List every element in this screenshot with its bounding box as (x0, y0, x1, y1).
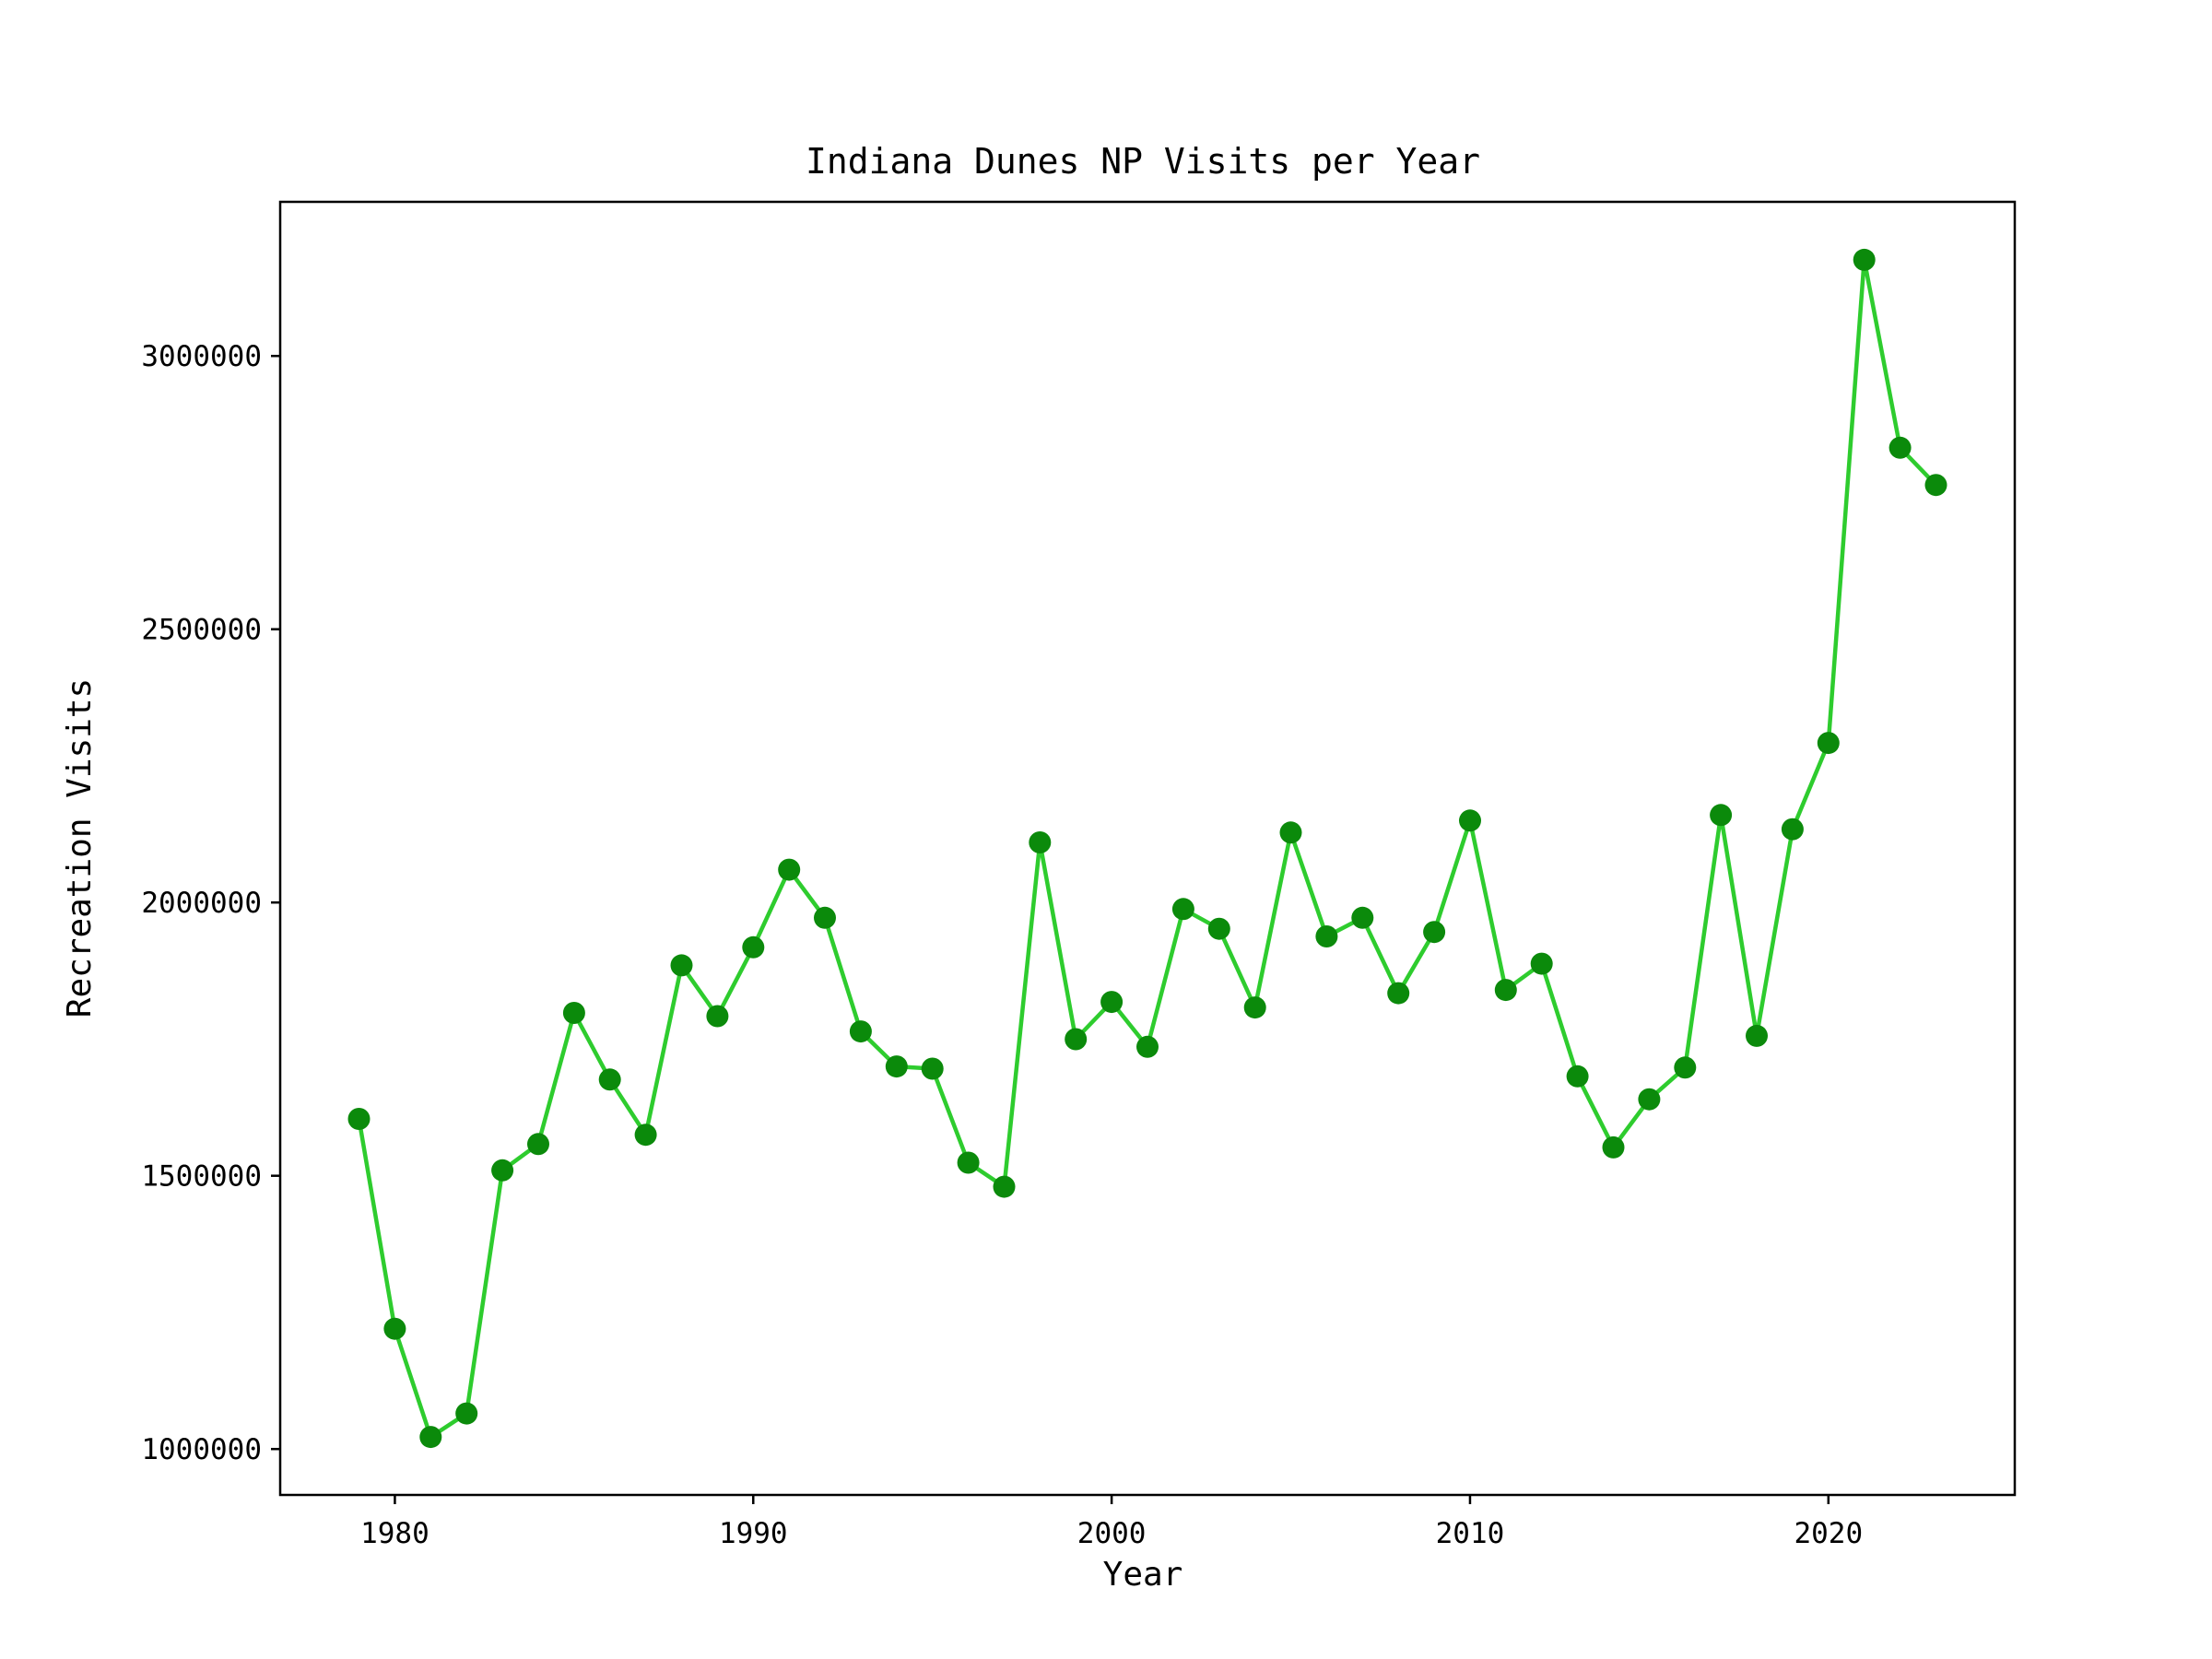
data-point-2022 (1888, 436, 1912, 459)
data-point-1988 (670, 954, 693, 977)
data-point-2005 (1279, 821, 1302, 844)
data-point-2015 (1638, 1088, 1661, 1111)
x-axis-label: Year (1103, 1556, 1183, 1594)
data-point-2016 (1674, 1056, 1697, 1079)
data-point-1996 (957, 1151, 980, 1174)
data-point-1994 (885, 1055, 908, 1078)
data-point-1992 (814, 906, 836, 929)
data-point-2002 (1171, 898, 1194, 921)
data-point-2004 (1243, 996, 1266, 1019)
data-point-1979 (347, 1108, 371, 1130)
x-tick-label-1990: 1990 (719, 1517, 788, 1550)
data-point-2023 (1924, 474, 1947, 497)
data-point-1984 (527, 1133, 549, 1156)
data-point-1980 (383, 1317, 406, 1340)
data-point-1998 (1029, 831, 1052, 853)
data-point-1999 (1065, 1028, 1088, 1051)
data-point-2013 (1566, 1065, 1589, 1088)
data-point-1991 (778, 858, 801, 881)
x-tick-label-2000: 2000 (1077, 1517, 1147, 1550)
data-point-2012 (1530, 952, 1553, 975)
x-tick-label-2020: 2020 (1794, 1517, 1863, 1550)
y-tick-label-2500000: 2500000 (141, 614, 262, 647)
data-point-2008 (1387, 982, 1410, 1005)
data-point-1983 (491, 1159, 514, 1182)
y-tick-label-1000000: 1000000 (141, 1433, 262, 1466)
data-point-1987 (634, 1124, 657, 1147)
axes: 1980 1990 2000 2010 2020 1000000 1500000 200000… (141, 200, 2017, 1550)
data-point-2009 (1423, 921, 1446, 944)
data-point-1985 (562, 1002, 585, 1024)
data-point-2000 (1100, 991, 1124, 1014)
y-tick-label-3000000: 3000000 (141, 340, 262, 373)
data-point-1995 (921, 1057, 944, 1080)
data-point-1986 (598, 1068, 621, 1091)
y-tick-label-2000000: 2000000 (141, 887, 262, 920)
data-point-2017 (1710, 804, 1733, 827)
y-tick-label-1500000: 1500000 (141, 1160, 262, 1194)
x-tick-label-2010: 2010 (1436, 1517, 1505, 1550)
x-tick-label-1980: 1980 (360, 1517, 429, 1550)
data-point-2001 (1136, 1035, 1159, 1058)
y-axis-label: Recreation Visits (61, 678, 99, 1018)
data-point-1981 (419, 1426, 442, 1449)
data-point-1989 (706, 1005, 729, 1028)
plot-area (347, 248, 1947, 1449)
data-point-2014 (1602, 1135, 1625, 1159)
data-point-2019 (1781, 818, 1804, 841)
data-point-2003 (1207, 917, 1230, 940)
axes-frame (278, 200, 2017, 1497)
data-point-2018 (1746, 1024, 1768, 1047)
data-point-1997 (993, 1175, 1016, 1198)
data-point-1982 (455, 1402, 478, 1425)
chart-title: Indiana Dunes NP Visits per Year (806, 141, 1480, 182)
data-point-2006 (1315, 925, 1338, 947)
data-point-2010 (1459, 809, 1481, 832)
data-point-2011 (1494, 979, 1517, 1002)
data-point-1993 (849, 1020, 872, 1043)
data-point-2020 (1817, 732, 1840, 755)
data-point-2021 (1853, 248, 1876, 271)
data-point-1990 (742, 935, 765, 959)
data-point-2007 (1351, 906, 1374, 929)
